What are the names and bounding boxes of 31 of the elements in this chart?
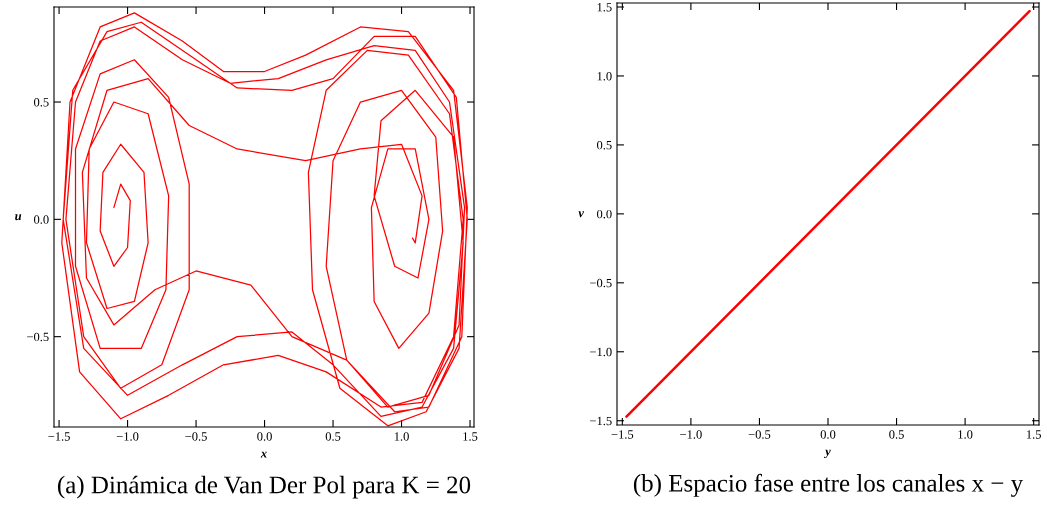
y-axis-title: u bbox=[15, 214, 22, 221]
x-tick-label: −0.5 bbox=[748, 430, 771, 439]
x-tick-label: 1.0 bbox=[958, 430, 973, 439]
y-tick-label: 0.0 bbox=[596, 209, 612, 219]
y-tick-label: 0.0 bbox=[33, 215, 49, 224]
text: (b) Espacio fase entre los canales x − y bbox=[633, 473, 1024, 497]
y-axis-title: v bbox=[578, 211, 585, 218]
x-axis-title: y bbox=[823, 449, 831, 459]
x-tick-label: −1.5 bbox=[611, 430, 634, 439]
x-tick-label: 1.5 bbox=[463, 432, 478, 441]
x-tick-label: −1.0 bbox=[116, 432, 139, 441]
y-tick-label: 0.5 bbox=[33, 98, 49, 107]
y-tick-label: −1.0 bbox=[590, 347, 612, 357]
x-tick-label: 0.0 bbox=[820, 430, 836, 439]
y-tick-label: −1.5 bbox=[590, 416, 612, 426]
y-tick-label: 1.5 bbox=[597, 3, 612, 12]
y-tick-label: 1.0 bbox=[597, 71, 612, 81]
text: (a) Dinámica de Van Der Pol para K = 20 bbox=[57, 475, 471, 499]
y-tick-label: −0.5 bbox=[590, 278, 612, 288]
x-tick-label: 0.5 bbox=[325, 432, 341, 441]
x-tick-label: 0.0 bbox=[257, 432, 272, 441]
x-tick-label: 0.5 bbox=[889, 430, 904, 439]
x-tick-label: 1.0 bbox=[394, 432, 409, 441]
x-tick-label: 1.5 bbox=[1026, 430, 1041, 439]
y-tick-label: 0.5 bbox=[596, 140, 612, 150]
x-tick-label: −1.0 bbox=[680, 430, 702, 439]
x-tick-label: −1.5 bbox=[48, 432, 70, 441]
x-tick-label: −0.5 bbox=[185, 432, 207, 441]
x-axis-title: x bbox=[260, 451, 267, 458]
y-tick-label: −0.5 bbox=[27, 332, 49, 342]
line-series bbox=[61, 12, 468, 427]
